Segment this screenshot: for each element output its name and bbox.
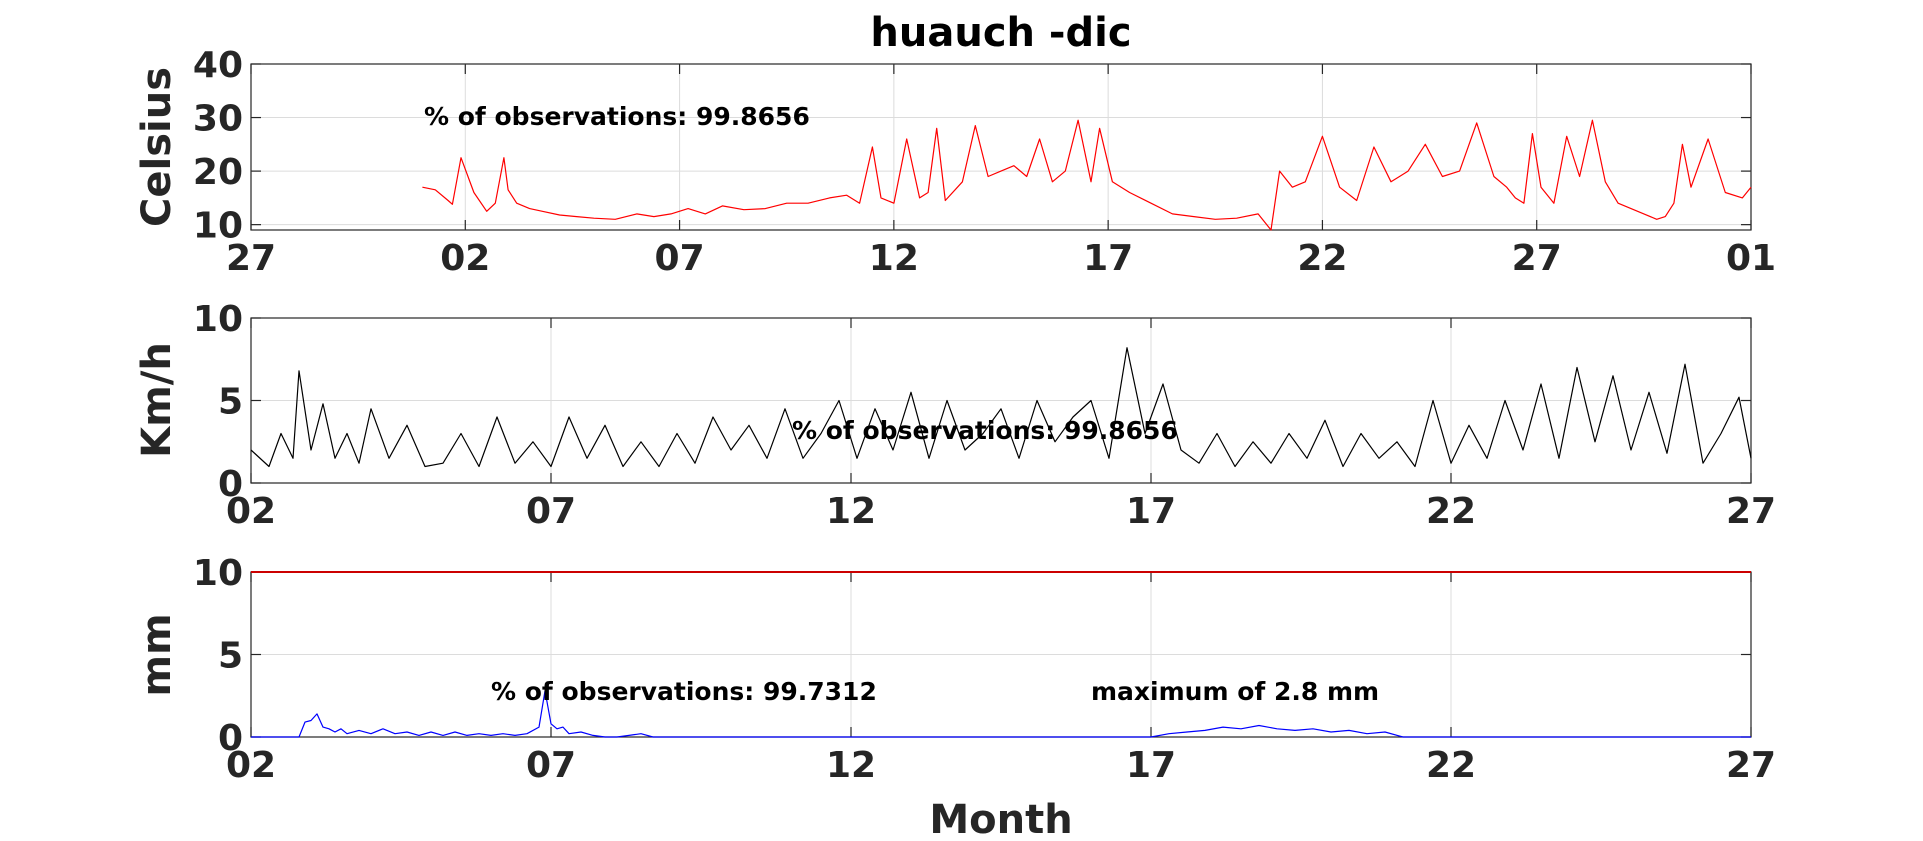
temperature-xtick-label: 27 <box>1512 238 1562 279</box>
precipitation-annotation: % of observations: 99.7312 <box>491 677 877 706</box>
wind-annotation: % of observations: 99.8656 <box>792 416 1178 445</box>
temperature-plot-area <box>250 63 1752 231</box>
precipitation-ylabel: mm <box>134 613 180 696</box>
temperature-ylabel: Celsius <box>134 67 180 227</box>
precipitation-panel: 0 5 10 02 07 12 17 22 27 % of observations: 99.… <box>134 553 1776 786</box>
temperature-yticks: 10 20 30 40 <box>193 45 1751 247</box>
wind-grid <box>251 318 1751 483</box>
wind-xtick-label: 02 <box>226 491 276 532</box>
temperature-series-line <box>422 119 1752 231</box>
precipitation-yticks: 0 5 10 <box>193 553 1751 759</box>
precipitation-xtick-label: 07 <box>526 745 576 786</box>
wind-xtick-label: 12 <box>826 491 876 532</box>
precipitation-ytick-label: 0 <box>218 718 243 759</box>
wind-ytick-label: 10 <box>193 299 243 340</box>
temperature-xtick-label: 17 <box>1083 238 1133 279</box>
wind-ytick-label: 0 <box>218 464 243 505</box>
temperature-xtick-label: 27 <box>226 238 276 279</box>
wind-ytick-label: 5 <box>218 382 243 423</box>
wind-ylabel: Km/h <box>134 342 180 458</box>
temperature-xtick-label: 01 <box>1726 238 1776 279</box>
precipitation-ytick-label: 5 <box>218 636 243 677</box>
precipitation-xtick-label: 17 <box>1126 745 1176 786</box>
wind-xticks: 02 07 12 17 22 27 <box>226 318 1776 532</box>
temperature-ytick-label: 30 <box>193 99 243 140</box>
temperature-annotation: % of observations: 99.8656 <box>424 102 810 131</box>
temperature-ytick-label: 10 <box>193 206 243 247</box>
temperature-xtick-label: 07 <box>655 238 705 279</box>
precipitation-series-line <box>251 690 1751 738</box>
precipitation-xtick-label: 27 <box>1726 745 1776 786</box>
wind-xtick-label: 22 <box>1426 491 1476 532</box>
precipitation-series <box>251 571 1751 738</box>
wind-yticks: 0 5 10 <box>193 299 1751 505</box>
temperature-xtick-label: 02 <box>440 238 490 279</box>
precipitation-xticks: 02 07 12 17 22 27 <box>226 572 1776 786</box>
precipitation-max-annotation: maximum of 2.8 mm <box>1091 677 1379 706</box>
x-axis-label: Month <box>929 797 1072 841</box>
precipitation-xtick-label: 22 <box>1426 745 1476 786</box>
temperature-series <box>422 119 1752 231</box>
wind-xtick-label: 07 <box>526 491 576 532</box>
wind-xtick-label: 17 <box>1126 491 1176 532</box>
precipitation-ytick-label: 10 <box>193 553 243 594</box>
precipitation-xtick-label: 02 <box>226 745 276 786</box>
wind-series <box>250 347 1752 468</box>
temperature-panel: 10 20 30 40 27 02 07 12 17 22 27 01 % of observati… <box>134 45 1776 279</box>
temperature-xtick-label: 12 <box>869 238 919 279</box>
wind-xtick-label: 27 <box>1726 491 1776 532</box>
wind-series-line <box>250 347 1752 468</box>
temperature-ytick-label: 20 <box>193 152 243 193</box>
precipitation-grid <box>251 572 1751 737</box>
temperature-xticks: 27 02 07 12 17 22 27 01 <box>226 64 1776 279</box>
temperature-xtick-label: 22 <box>1297 238 1347 279</box>
precipitation-xtick-label: 12 <box>826 745 876 786</box>
wind-panel: 0 5 10 02 07 12 17 22 27 % of observations: 99.… <box>134 299 1776 532</box>
temperature-ytick-label: 40 <box>193 45 243 86</box>
chart-title: huauch -dic <box>870 10 1131 56</box>
